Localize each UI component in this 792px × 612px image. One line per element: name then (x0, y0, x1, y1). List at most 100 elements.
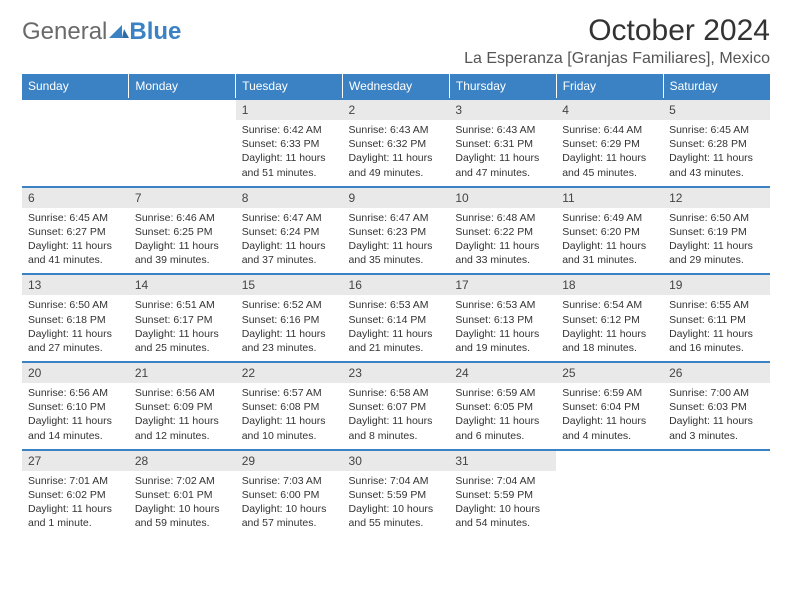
dl2-text: and 6 minutes. (455, 429, 550, 443)
sunrise-text: Sunrise: 6:50 AM (28, 298, 123, 312)
dl1-text: Daylight: 11 hours (669, 327, 764, 341)
sunrise-text: Sunrise: 6:44 AM (562, 123, 657, 137)
day-number-cell (663, 450, 770, 471)
day-number-cell: 30 (343, 450, 450, 471)
day-number-cell: 12 (663, 187, 770, 208)
day-number-cell (556, 450, 663, 471)
dl1-text: Daylight: 11 hours (135, 414, 230, 428)
sunrise-text: Sunrise: 6:53 AM (455, 298, 550, 312)
day-content-cell: Sunrise: 6:52 AMSunset: 6:16 PMDaylight:… (236, 295, 343, 362)
sunset-text: Sunset: 6:20 PM (562, 225, 657, 239)
week-number-row: 2728293031 (22, 450, 770, 471)
sunrise-text: Sunrise: 6:59 AM (455, 386, 550, 400)
dl2-text: and 45 minutes. (562, 166, 657, 180)
dl1-text: Daylight: 11 hours (242, 414, 337, 428)
calendar-table: SundayMondayTuesdayWednesdayThursdayFrid… (22, 74, 770, 536)
day-content-cell: Sunrise: 6:53 AMSunset: 6:13 PMDaylight:… (449, 295, 556, 362)
dl1-text: Daylight: 11 hours (135, 239, 230, 253)
sunset-text: Sunset: 6:08 PM (242, 400, 337, 414)
dl2-text: and 35 minutes. (349, 253, 444, 267)
sunset-text: Sunset: 6:29 PM (562, 137, 657, 151)
dl2-text: and 19 minutes. (455, 341, 550, 355)
day-content-cell: Sunrise: 6:48 AMSunset: 6:22 PMDaylight:… (449, 208, 556, 275)
logo: General Blue (22, 18, 181, 46)
day-number-cell: 8 (236, 187, 343, 208)
dl2-text: and 23 minutes. (242, 341, 337, 355)
day-content-cell: Sunrise: 6:49 AMSunset: 6:20 PMDaylight:… (556, 208, 663, 275)
day-content-cell: Sunrise: 6:50 AMSunset: 6:19 PMDaylight:… (663, 208, 770, 275)
sunrise-text: Sunrise: 7:02 AM (135, 474, 230, 488)
logo-icon (109, 18, 129, 46)
sunset-text: Sunset: 6:00 PM (242, 488, 337, 502)
dl1-text: Daylight: 11 hours (28, 414, 123, 428)
dl1-text: Daylight: 11 hours (562, 414, 657, 428)
day-content-cell: Sunrise: 6:56 AMSunset: 6:09 PMDaylight:… (129, 383, 236, 450)
day-content-cell: Sunrise: 6:53 AMSunset: 6:14 PMDaylight:… (343, 295, 450, 362)
dl2-text: and 4 minutes. (562, 429, 657, 443)
day-number-cell: 3 (449, 99, 556, 120)
dl1-text: Daylight: 11 hours (455, 327, 550, 341)
week-number-row: 12345 (22, 99, 770, 120)
week-number-row: 13141516171819 (22, 274, 770, 295)
day-content-cell: Sunrise: 6:50 AMSunset: 6:18 PMDaylight:… (22, 295, 129, 362)
day-number-cell: 16 (343, 274, 450, 295)
dl1-text: Daylight: 11 hours (135, 327, 230, 341)
day-content-cell: Sunrise: 7:00 AMSunset: 6:03 PMDaylight:… (663, 383, 770, 450)
day-number-cell: 11 (556, 187, 663, 208)
dl2-text: and 25 minutes. (135, 341, 230, 355)
dl2-text: and 18 minutes. (562, 341, 657, 355)
day-header: Tuesday (236, 74, 343, 99)
day-number-cell: 4 (556, 99, 663, 120)
dl1-text: Daylight: 11 hours (349, 414, 444, 428)
month-title: October 2024 (464, 14, 770, 48)
header: General Blue October 2024 La Esperanza [… (22, 14, 770, 68)
dl1-text: Daylight: 11 hours (242, 327, 337, 341)
sunrise-text: Sunrise: 6:59 AM (562, 386, 657, 400)
dl2-text: and 33 minutes. (455, 253, 550, 267)
day-content-cell: Sunrise: 7:01 AMSunset: 6:02 PMDaylight:… (22, 471, 129, 537)
day-number-cell: 24 (449, 362, 556, 383)
dl1-text: Daylight: 11 hours (669, 239, 764, 253)
day-content-cell: Sunrise: 6:47 AMSunset: 6:23 PMDaylight:… (343, 208, 450, 275)
day-number-cell: 7 (129, 187, 236, 208)
day-number-cell (129, 99, 236, 120)
day-content-cell: Sunrise: 6:43 AMSunset: 6:32 PMDaylight:… (343, 120, 450, 187)
day-content-cell: Sunrise: 6:57 AMSunset: 6:08 PMDaylight:… (236, 383, 343, 450)
day-number-cell: 17 (449, 274, 556, 295)
dl2-text: and 39 minutes. (135, 253, 230, 267)
day-content-cell: Sunrise: 6:58 AMSunset: 6:07 PMDaylight:… (343, 383, 450, 450)
week-number-row: 6789101112 (22, 187, 770, 208)
week-content-row: Sunrise: 6:56 AMSunset: 6:10 PMDaylight:… (22, 383, 770, 450)
dl1-text: Daylight: 11 hours (28, 502, 123, 516)
week-content-row: Sunrise: 6:50 AMSunset: 6:18 PM Daylight:… (22, 295, 770, 362)
dl2-text: and 43 minutes. (669, 166, 764, 180)
dl2-text: and 3 minutes. (669, 429, 764, 443)
dl2-text: and 51 minutes. (242, 166, 337, 180)
day-header: Monday (129, 74, 236, 99)
dl1-text: Daylight: 11 hours (562, 327, 657, 341)
day-number-cell: 18 (556, 274, 663, 295)
sunset-text: Sunset: 6:14 PM (349, 313, 444, 327)
sunrise-text: Sunrise: 6:48 AM (455, 211, 550, 225)
dl1-text: Daylight: 11 hours (562, 151, 657, 165)
dl1-text: Daylight: 11 hours (349, 239, 444, 253)
sunrise-text: Sunrise: 6:47 AM (242, 211, 337, 225)
sunset-text: Sunset: 6:23 PM (349, 225, 444, 239)
day-number-cell: 15 (236, 274, 343, 295)
day-number-cell: 2 (343, 99, 450, 120)
day-content-cell: Sunrise: 7:04 AMSunset: 5:59 PMDaylight:… (449, 471, 556, 537)
day-number-cell: 1 (236, 99, 343, 120)
dl1-text: Daylight: 10 hours (349, 502, 444, 516)
day-content-cell: Sunrise: 7:02 AMSunset: 6:01 PMDaylight:… (129, 471, 236, 537)
day-number-cell: 9 (343, 187, 450, 208)
day-content-cell: Sunrise: 7:04 AMSunset: 5:59 PMDaylight:… (343, 471, 450, 537)
dl2-text: and 14 minutes. (28, 429, 123, 443)
day-number-cell: 19 (663, 274, 770, 295)
sunset-text: Sunset: 6:18 PM (28, 313, 123, 327)
sunset-text: Sunset: 5:59 PM (455, 488, 550, 502)
day-number-cell: 10 (449, 187, 556, 208)
day-content-cell: Sunrise: 6:43 AMSunset: 6:31 PMDaylight:… (449, 120, 556, 187)
sunset-text: Sunset: 6:27 PM (28, 225, 123, 239)
day-content-cell: Sunrise: 6:59 AMSunset: 6:04 PMDaylight:… (556, 383, 663, 450)
location: La Esperanza [Granjas Familiares], Mexic… (464, 50, 770, 68)
